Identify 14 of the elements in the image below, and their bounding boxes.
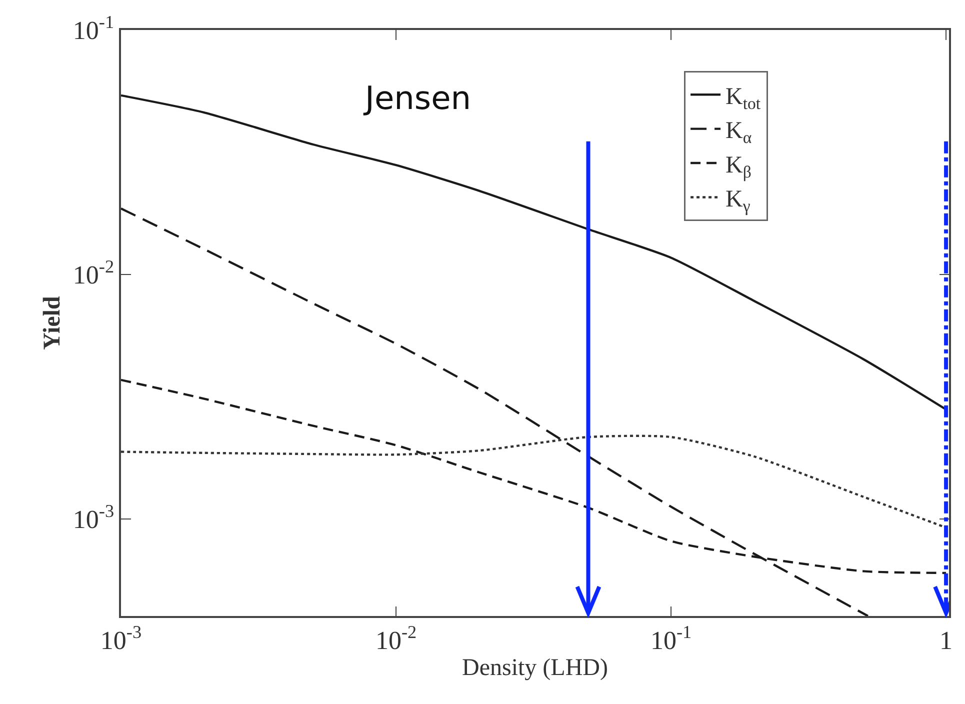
annotation: Jensen — [363, 79, 472, 117]
y-tick-label: 10$^{-2}$ — [72, 256, 114, 290]
legend-label: K$_{tot}$ — [726, 84, 761, 114]
x-tick-label: 10$^{-2}$ — [375, 622, 417, 655]
y-tick-label: 10$^{-3}$ — [72, 500, 114, 534]
legend-label: K$_{α}$ — [726, 118, 752, 148]
x-tick-label: 1 — [940, 626, 953, 655]
x-tick-label: 10$^{-1}$ — [650, 622, 692, 655]
x-tick-label: 10$^{-3}$ — [100, 622, 142, 655]
legend-label: K$_{β}$ — [726, 152, 752, 182]
y-axis-title: Yield — [39, 295, 66, 350]
x-axis-title: Density (LHD) — [462, 654, 608, 681]
y-tick-label: 10$^{-1}$ — [72, 12, 114, 46]
legend-label: K$_{γ}$ — [726, 186, 751, 216]
